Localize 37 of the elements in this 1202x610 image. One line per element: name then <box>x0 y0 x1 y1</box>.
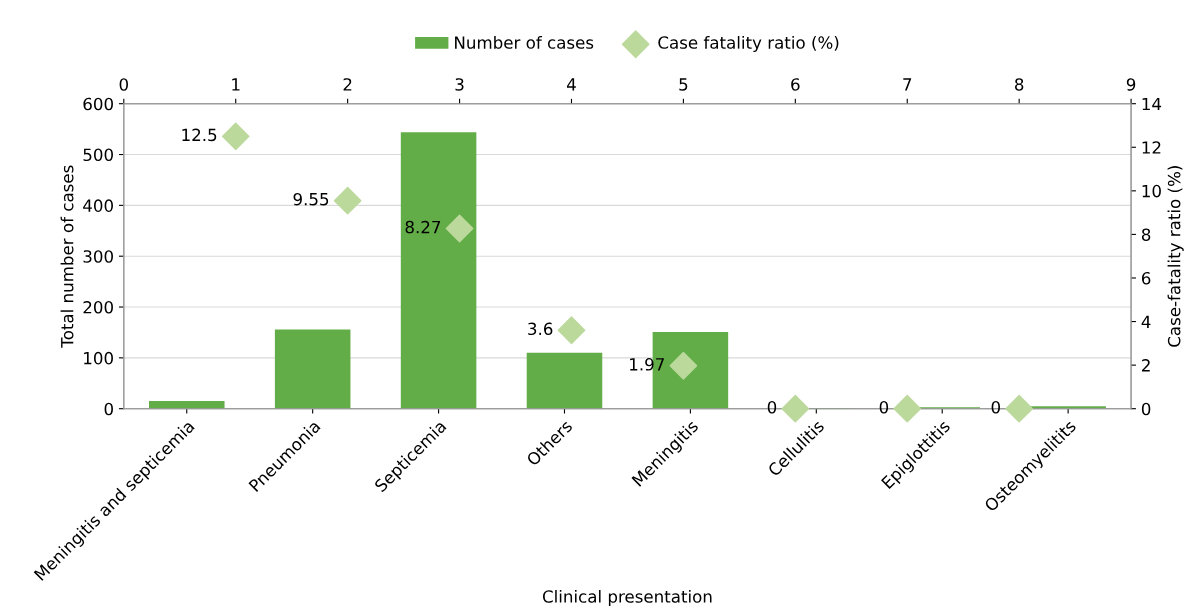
y-tick-label: 0 <box>1141 402 1151 416</box>
y-tick-label: 400 <box>83 199 113 212</box>
y-axis-title: Case-fatality ratio (%) <box>1167 166 1184 347</box>
x-tick-label: 6 <box>791 78 800 91</box>
y-tick-label: 500 <box>83 148 113 162</box>
x-tick-label: 2 <box>343 78 352 91</box>
x-tick-label: 7 <box>903 78 912 91</box>
x-axis-title: Clinical presentation <box>542 589 712 607</box>
x-tick-label: 1 <box>232 78 240 91</box>
y-tick-label: 12 <box>1142 141 1161 154</box>
y-tick-label: 100 <box>84 351 113 365</box>
data-label: 0 <box>991 400 1000 414</box>
x-tick-label: 5 <box>679 78 688 91</box>
x-tick-label: 0 <box>119 78 128 91</box>
y-tick-label: 14 <box>1142 97 1162 111</box>
data-label: 8.27 <box>405 220 441 234</box>
x-tick-label: 3 <box>455 78 464 91</box>
data-label: 12.5 <box>182 128 217 142</box>
y-tick-label: 300 <box>83 250 113 263</box>
y-tick-label: 2 <box>1142 359 1150 372</box>
x-tick-label: 4 <box>567 78 576 91</box>
data-label: 0 <box>767 400 777 414</box>
y-tick-label: 4 <box>1141 315 1151 328</box>
legend-label: Number of cases <box>455 35 594 49</box>
x-tick-label: 8 <box>1014 78 1024 91</box>
y-tick-label: 0 <box>104 402 113 416</box>
y-axis-title: Total number of cases <box>60 165 74 348</box>
y-tick-label: 10 <box>1142 184 1161 198</box>
data-label: 0 <box>879 400 889 414</box>
y-tick-label: 8 <box>1141 228 1151 241</box>
y-tick-label: 200 <box>83 301 113 314</box>
x-tick-label: 9 <box>1126 78 1136 91</box>
y-tick-label: 600 <box>83 97 113 111</box>
data-label: 3.6 <box>528 322 553 336</box>
y-tick-label: 6 <box>1141 271 1151 285</box>
legend-label: Case fatality ratio (%) <box>658 35 839 53</box>
data-label: 9.55 <box>293 192 329 206</box>
